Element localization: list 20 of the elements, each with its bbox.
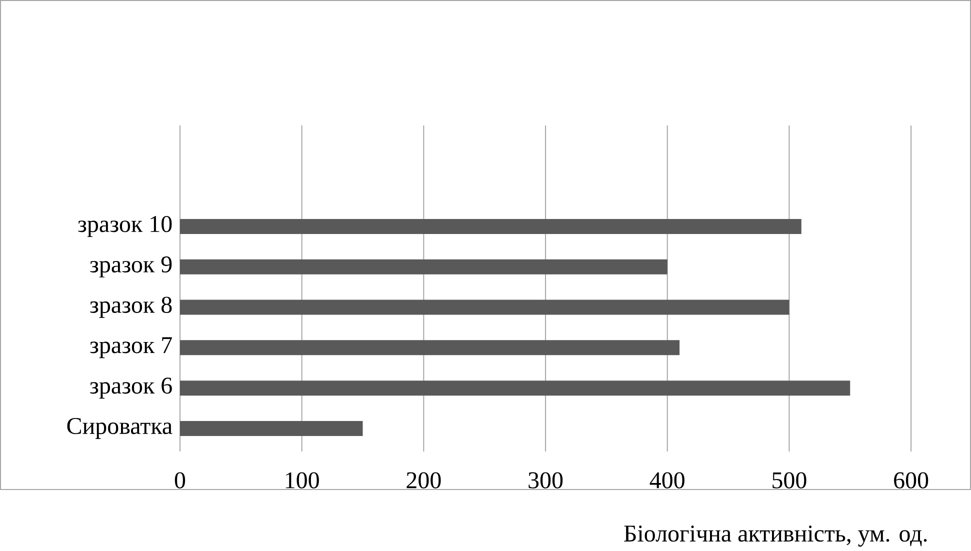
x-tick-label: 600	[894, 472, 928, 488]
y-tick-label: зразок 8	[90, 296, 172, 318]
x-tick-label: 0	[174, 472, 186, 488]
bar	[180, 300, 790, 315]
bar	[180, 380, 850, 396]
x-tick-label: 200	[406, 472, 441, 488]
bar	[180, 340, 680, 356]
bar	[180, 259, 668, 274]
y-tick-label: зразок 7	[90, 337, 172, 358]
x-axis-title: Біологічна активність, ум. од.	[624, 526, 927, 547]
x-tick-label: 300	[528, 472, 563, 488]
x-tick-label: 400	[650, 472, 684, 488]
y-tick-label: зразок 6	[90, 378, 172, 399]
bar	[180, 420, 363, 436]
y-tick-label: Сироватка	[67, 418, 172, 439]
y-tick-label: зразок 10	[78, 216, 172, 237]
y-tick-label: зразок 9	[90, 256, 172, 278]
x-tick-label: 100	[286, 472, 319, 488]
bar	[180, 218, 802, 234]
x-tick-label: 500	[772, 472, 806, 488]
